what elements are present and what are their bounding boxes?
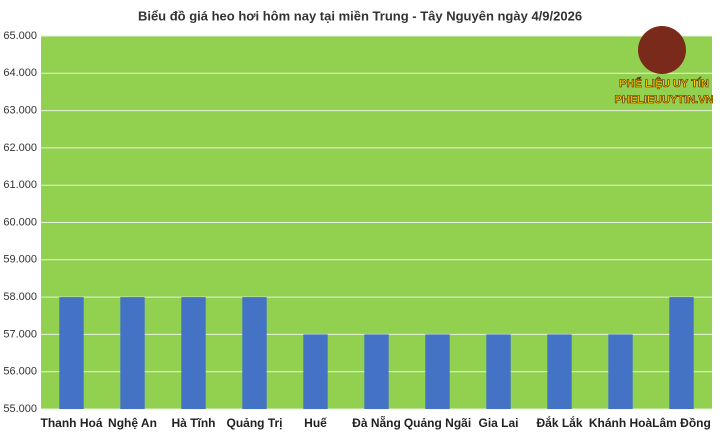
bar <box>181 297 206 409</box>
y-tick-label: 56.000 <box>3 366 37 378</box>
y-tick-label: 57.000 <box>3 328 37 340</box>
x-tick-label: Thanh Hoá <box>41 416 103 430</box>
y-tick-label: 59.000 <box>3 254 37 266</box>
x-tick-label: Lâm Đồng <box>652 416 711 430</box>
y-tick-label: 63.000 <box>3 105 37 117</box>
bar <box>425 334 450 409</box>
x-tick-label: Gia Lai <box>478 416 518 430</box>
x-tick-label: Quảng Ngãi <box>404 416 471 430</box>
y-tick-label: 65.000 <box>3 30 37 42</box>
x-tick-label: Quảng Trị <box>226 416 282 430</box>
bar <box>364 334 389 409</box>
logo: PHẾ LIỆU UY TÍN PHELIEUUYTIN.VN <box>614 26 714 106</box>
bar <box>669 297 694 409</box>
bar <box>120 297 145 409</box>
x-tick-label: Hà Tĩnh <box>172 416 216 430</box>
y-tick-label: 62.000 <box>3 142 37 154</box>
y-tick-label: 61.000 <box>3 179 37 191</box>
y-tick-label: 60.000 <box>3 216 37 228</box>
y-tick-label: 64.000 <box>3 67 37 79</box>
bar <box>59 297 84 409</box>
x-tick-label: Đắk Lắk <box>536 415 582 430</box>
bar <box>547 334 572 409</box>
bar <box>486 334 511 409</box>
y-tick-label: 55.000 <box>3 403 37 415</box>
y-tick-label: 58.000 <box>3 291 37 303</box>
bar <box>242 297 267 409</box>
logo-icon <box>638 26 686 74</box>
logo-text: PHELIEUUYTIN.VN <box>614 94 713 106</box>
x-tick-label: Nghệ An <box>108 416 157 430</box>
bar <box>608 334 633 409</box>
x-tick-label: Khánh Hoà <box>589 416 653 430</box>
bar <box>303 334 328 409</box>
x-tick-label: Đà Nẵng <box>352 415 401 430</box>
x-tick-label: Huế <box>304 416 327 430</box>
chart-title: Biểu đồ giá heo hơi hôm nay tại miền Tru… <box>138 8 582 23</box>
logo-text: PHẾ LIỆU UY TÍN <box>619 77 709 90</box>
